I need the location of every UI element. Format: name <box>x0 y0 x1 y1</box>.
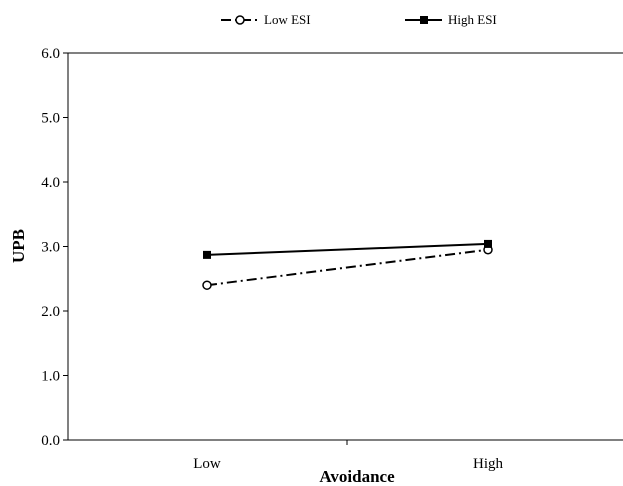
legend-item-high-esi: High ESI <box>405 12 497 27</box>
x-axis-ticks: Low High <box>193 440 504 472</box>
data-point <box>484 239 492 248</box>
x-tick-label: Low <box>193 456 221 472</box>
legend-item-low-esi: Low ESI <box>221 12 311 27</box>
y-axis-ticks: 0.0 1.0 2.0 3.0 4.0 5.0 6.0 <box>41 46 68 449</box>
y-axis-title: UPB <box>9 229 28 263</box>
y-tick-label: 1.0 <box>41 369 60 385</box>
y-tick-label: 4.0 <box>41 175 60 191</box>
series-line <box>206 248 489 287</box>
legend-marker-high-esi <box>420 16 428 24</box>
legend-label-high-esi: High ESI <box>448 12 497 27</box>
x-tick-label: High <box>473 456 504 472</box>
legend-label-low-esi: Low ESI <box>264 12 311 27</box>
data-point <box>203 250 211 259</box>
data-point <box>202 280 212 290</box>
legend: Low ESI High ESI <box>221 12 497 27</box>
y-tick-label: 0.0 <box>41 433 60 449</box>
legend-marker-low-esi <box>235 15 245 25</box>
y-tick-label: 5.0 <box>41 111 60 127</box>
y-tick-label: 3.0 <box>41 240 60 256</box>
y-tick-label: 2.0 <box>41 304 60 320</box>
series-layer <box>202 239 493 290</box>
series-line <box>206 242 489 256</box>
y-tick-label: 6.0 <box>41 46 60 62</box>
x-axis-title: Avoidance <box>319 467 395 486</box>
plot-area: 0.0 1.0 2.0 3.0 4.0 5.0 6.0 Low High <box>41 46 623 472</box>
